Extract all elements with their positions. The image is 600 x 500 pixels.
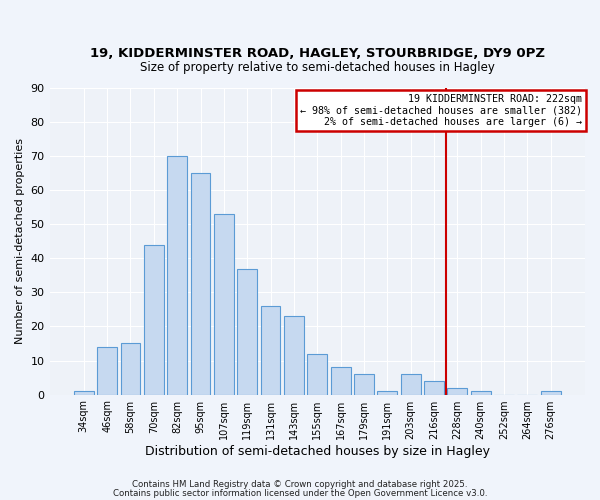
- Bar: [214, 214, 234, 394]
- Bar: [448, 388, 467, 394]
- Bar: [307, 354, 327, 395]
- Text: Contains public sector information licensed under the Open Government Licence v3: Contains public sector information licen…: [113, 490, 487, 498]
- Bar: [354, 374, 374, 394]
- Y-axis label: Number of semi-detached properties: Number of semi-detached properties: [15, 138, 25, 344]
- Bar: [377, 391, 397, 394]
- Bar: [401, 374, 421, 394]
- Text: 19 KIDDERMINSTER ROAD: 222sqm
← 98% of semi-detached houses are smaller (382)
2%: 19 KIDDERMINSTER ROAD: 222sqm ← 98% of s…: [301, 94, 583, 128]
- Bar: [121, 344, 140, 394]
- Title: 19, KIDDERMINSTER ROAD, HAGLEY, STOURBRIDGE, DY9 0PZ: 19, KIDDERMINSTER ROAD, HAGLEY, STOURBRI…: [90, 48, 545, 60]
- Text: Contains HM Land Registry data © Crown copyright and database right 2025.: Contains HM Land Registry data © Crown c…: [132, 480, 468, 489]
- Bar: [191, 173, 211, 394]
- Bar: [424, 381, 444, 394]
- Bar: [541, 391, 560, 394]
- Bar: [167, 156, 187, 394]
- Text: Size of property relative to semi-detached houses in Hagley: Size of property relative to semi-detach…: [140, 62, 495, 74]
- Bar: [238, 268, 257, 394]
- X-axis label: Distribution of semi-detached houses by size in Hagley: Distribution of semi-detached houses by …: [145, 444, 490, 458]
- Bar: [97, 347, 117, 395]
- Bar: [144, 244, 164, 394]
- Bar: [74, 391, 94, 394]
- Bar: [331, 368, 350, 394]
- Bar: [260, 306, 280, 394]
- Bar: [471, 391, 491, 394]
- Bar: [284, 316, 304, 394]
